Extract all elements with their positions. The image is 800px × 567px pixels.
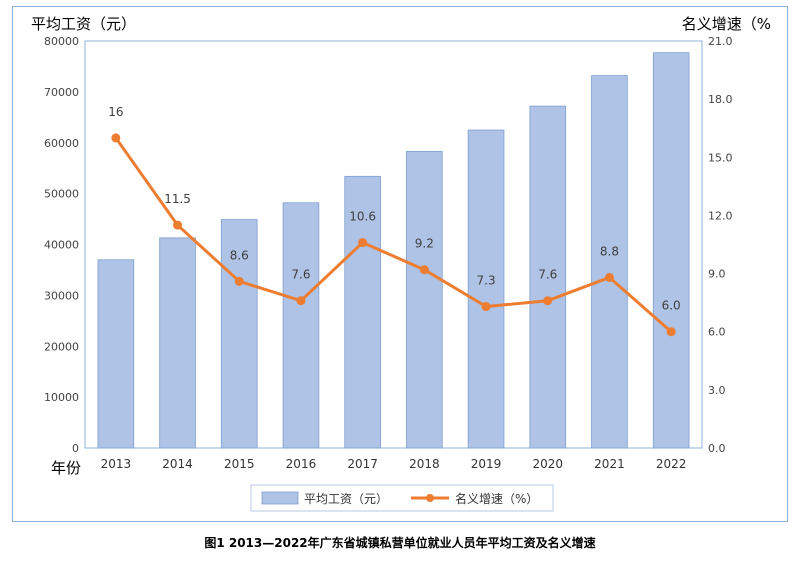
growth-point-2019 [481, 302, 491, 312]
growth-label-2015: 8.6 [230, 248, 249, 262]
x-axis-tick: 2021 [594, 457, 625, 471]
growth-point-2022 [666, 327, 676, 337]
left-axis-tick: 80000 [44, 35, 79, 48]
x-axis-tick: 2016 [286, 457, 317, 471]
bar-2015 [220, 219, 258, 449]
x-axis-title: 年份 [51, 459, 81, 477]
left-axis-tick: 40000 [44, 239, 79, 252]
x-axis-tick: 2014 [162, 457, 193, 471]
growth-line [114, 137, 673, 333]
x-axis-tick: 2017 [347, 457, 378, 471]
left-axis-tick: 10000 [44, 391, 79, 404]
bar-2020 [529, 105, 567, 449]
legend-line-marker [426, 494, 434, 502]
right-axis-tick: 3.0 [708, 384, 726, 397]
legend: 平均工资（元） 名义增速（%） [250, 484, 554, 512]
bar-2019 [467, 129, 505, 449]
left-axis-title: 平均工资（元） [31, 15, 136, 33]
growth-label-2022: 6.0 [662, 299, 681, 313]
growth-point-2016 [296, 296, 306, 306]
growth-label-2013: 16 [108, 105, 123, 119]
growth-label-2016: 7.6 [291, 268, 310, 282]
x-axis-tick: 2015 [224, 457, 255, 471]
right-axis-tick: 6.0 [708, 326, 726, 339]
growth-point-2015 [234, 276, 244, 286]
growth-point-2017 [358, 238, 368, 248]
figure-caption: 图1 2013—2022年广东省城镇私营单位就业人员年平均工资及名义增速 [204, 536, 596, 550]
growth-point-2020 [543, 296, 553, 306]
bar-2014 [159, 237, 196, 449]
chart: 平均工资（元） 名义增速（% 年份 0 10000 20000 30000 40000 5… [31, 15, 771, 512]
x-axis-tick: 2018 [409, 457, 440, 471]
left-axis-tick: 30000 [44, 289, 79, 302]
bar-2016 [282, 202, 320, 449]
growth-label-2018: 9.2 [415, 237, 434, 251]
growth-label-2017: 10.6 [349, 210, 376, 224]
growth-point-2013 [111, 133, 121, 143]
right-axis-tick: 9.0 [708, 268, 726, 281]
growth-label-2020: 7.6 [538, 268, 557, 282]
growth-point-2018 [419, 265, 429, 275]
growth-point-2021 [604, 272, 614, 282]
legend-bar-swatch [261, 491, 299, 505]
growth-label-2019: 7.3 [477, 274, 496, 288]
right-axis-tick: 0.0 [708, 442, 726, 455]
left-axis-tick: 50000 [44, 188, 79, 201]
bar-2021 [591, 75, 628, 449]
bar-2017 [344, 175, 381, 449]
left-axis-tick: 0 [72, 442, 79, 455]
left-axis-tick: 70000 [44, 86, 79, 99]
left-axis-tick: 20000 [44, 340, 79, 353]
right-axis-tick: 21.0 [708, 35, 733, 48]
legend-box [250, 484, 554, 512]
right-axis-tick: 18.0 [708, 93, 733, 106]
left-axis-tick: 60000 [44, 137, 79, 150]
right-axis-tick: 12.0 [708, 209, 733, 222]
growth-label-2021: 8.8 [600, 244, 619, 258]
legend-bar-label: 平均工资（元） [304, 492, 388, 506]
x-axis-tick: 2020 [532, 457, 563, 471]
bar-2013 [97, 259, 135, 449]
chart-frame: 平均工资（元） 名义增速（% 年份 0 10000 20000 30000 40000 5… [12, 6, 788, 522]
x-axis-tick: 2022 [656, 457, 687, 471]
growth-label-2014: 11.5 [164, 192, 191, 206]
x-axis-tick: 2013 [101, 457, 132, 471]
bar-2018 [406, 150, 443, 449]
plot-area [84, 40, 703, 449]
x-axis-tick: 2019 [471, 457, 502, 471]
legend-line-label: 名义增速（%） [455, 491, 538, 506]
bar-2022 [652, 52, 690, 449]
growth-point-2014 [173, 220, 183, 230]
right-axis-title: 名义增速（% [682, 15, 771, 33]
right-axis-tick: 15.0 [708, 151, 733, 164]
